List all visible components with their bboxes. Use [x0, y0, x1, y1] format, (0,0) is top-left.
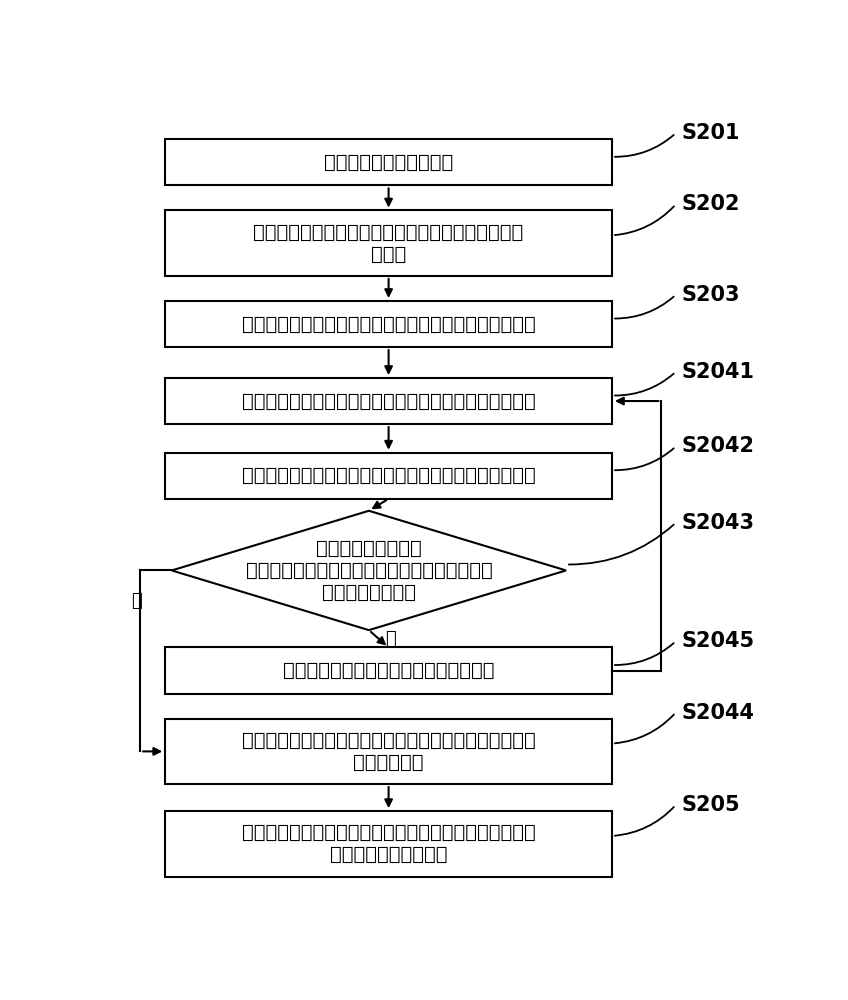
- Text: 按照预设步长更新第二物点的第一高度值: 按照预设步长更新第二物点的第一高度值: [283, 661, 494, 680]
- Text: S2042: S2042: [681, 436, 754, 456]
- Text: 第二物点的当前第二
高度值与上一个第二高度值之间的差值是否小于
或者等于预设阈值: 第二物点的当前第二 高度值与上一个第二高度值之间的差值是否小于 或者等于预设阈值: [246, 539, 492, 602]
- Bar: [165, 647, 612, 694]
- Bar: [165, 719, 612, 784]
- Text: S2045: S2045: [681, 631, 754, 651]
- Bar: [165, 139, 612, 185]
- Text: S202: S202: [681, 194, 739, 214]
- Text: S2044: S2044: [681, 703, 754, 723]
- Text: 确定第二物点的梯度值为第二物点的当前第二高度值对应
的第一梯度值: 确定第二物点的梯度值为第二物点的当前第二高度值对应 的第一梯度值: [242, 731, 535, 772]
- Text: 是: 是: [131, 592, 142, 610]
- Text: 获取第一图像和第二图像: 获取第一图像和第二图像: [324, 153, 453, 172]
- Bar: [165, 378, 612, 424]
- Bar: [165, 453, 612, 499]
- Text: S205: S205: [681, 795, 739, 815]
- Text: 根据第一图像和第二图像，得到第一物点的高度值和
梯度值: 根据第一图像和第二图像，得到第一物点的高度值和 梯度值: [254, 223, 524, 264]
- Text: S201: S201: [681, 123, 739, 143]
- Text: 根据第二物点的第一高度值，确定第二物点的第一梯度值: 根据第二物点的第一高度值，确定第二物点的第一梯度值: [242, 392, 535, 411]
- Text: S203: S203: [681, 285, 739, 305]
- Text: S2041: S2041: [681, 362, 754, 382]
- Text: 确定第二物点的第一高度值的初始值为第一物点的高度值: 确定第二物点的第一高度值的初始值为第一物点的高度值: [242, 315, 535, 334]
- Polygon shape: [171, 511, 566, 630]
- Bar: [165, 210, 612, 276]
- Text: 根据第二物点的第一梯度值，得到第二物点的第二高度值: 根据第二物点的第一梯度值，得到第二物点的第二高度值: [242, 466, 535, 485]
- Bar: [165, 301, 612, 347]
- Bar: [165, 811, 612, 877]
- Text: 否: 否: [385, 630, 396, 648]
- Text: 根据所有物点的梯度值，对待测物体的表面进行重建，得
到待测物体的形貌数据: 根据所有物点的梯度值，对待测物体的表面进行重建，得 到待测物体的形貌数据: [242, 823, 535, 864]
- Text: S2043: S2043: [681, 513, 754, 533]
